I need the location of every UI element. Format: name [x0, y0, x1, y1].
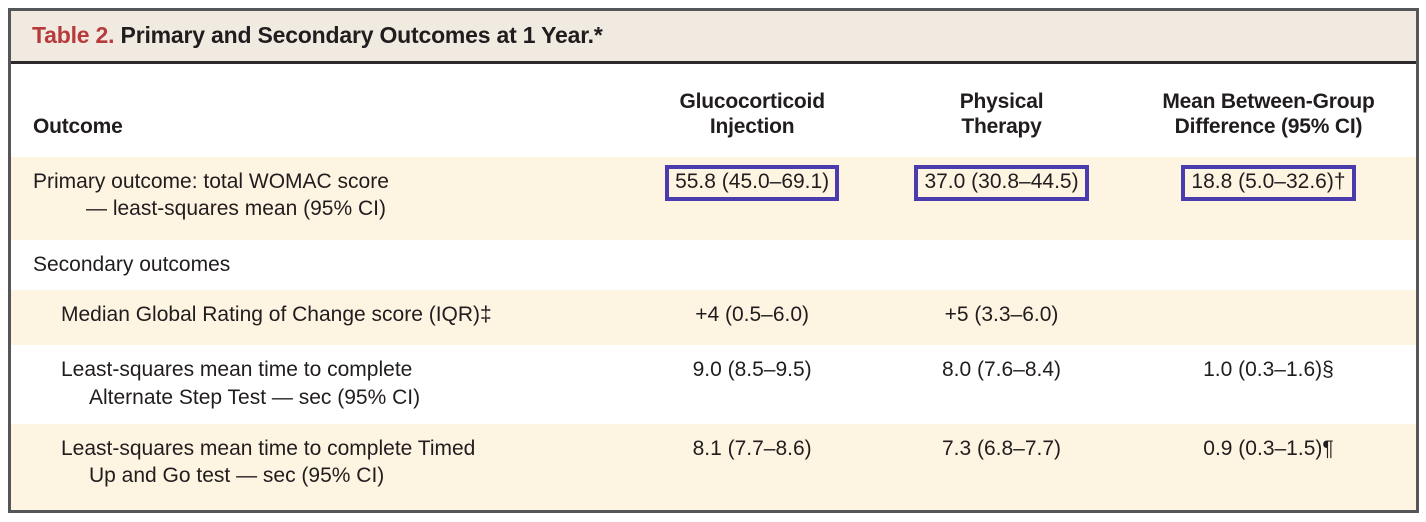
value-difference: 18.8 (5.0–32.6)† — [1121, 157, 1416, 240]
table-header: Outcome Glucocorticoid Injection Physica… — [11, 64, 1416, 157]
highlighted-value: 55.8 (45.0–69.1) — [675, 169, 830, 193]
table-title-text: Primary and Secondary Outcomes at 1 Year… — [120, 22, 603, 48]
value-glucocorticoid — [622, 240, 882, 291]
value-difference: 1.0 (0.3–1.6)§ — [1203, 358, 1334, 382]
table-row-global-rating-of-change: Median Global Rating of Change score (IQ… — [11, 290, 1416, 346]
highlighted-value: 37.0 (30.8–44.5) — [924, 169, 1079, 193]
value-physical-therapy — [882, 240, 1121, 291]
value-physical-therapy: 37.0 (30.8–44.5) — [882, 157, 1121, 240]
table-title-bar: Table 2. Primary and Secondary Outcomes … — [11, 11, 1416, 64]
outcome-label: Primary outcome: total WOMAC score — lea… — [33, 169, 389, 221]
table-row-timed-up-and-go: Least-squares mean time to complete Time… — [11, 423, 1416, 510]
outcome-label: Least-squares mean time to complete Time… — [61, 436, 476, 488]
column-header-mean-between-group-difference: Mean Between-Group Difference (95% CI) — [1162, 90, 1375, 138]
outcomes-table: Outcome Glucocorticoid Injection Physica… — [11, 64, 1416, 510]
table-row-alternate-step-test: Least-squares mean time to complete Alte… — [11, 345, 1416, 423]
highlight-box: 18.8 (5.0–32.6)† — [1181, 164, 1356, 201]
header-row: Outcome Glucocorticoid Injection Physica… — [11, 64, 1416, 157]
value-glucocorticoid: +4 (0.5–6.0) — [695, 303, 810, 327]
table-number-label: Table 2. — [32, 22, 115, 48]
value-difference: 0.9 (0.3–1.5)¶ — [1203, 436, 1334, 460]
section-label: Secondary outcomes — [33, 252, 231, 276]
highlighted-value: 18.8 (5.0–32.6)† — [1191, 169, 1346, 193]
table-row-secondary-outcomes-section: Secondary outcomes — [11, 240, 1416, 291]
outcomes-table-frame: Table 2. Primary and Secondary Outcomes … — [8, 8, 1419, 513]
outcome-label: Median Global Rating of Change score (IQ… — [61, 303, 492, 327]
value-glucocorticoid: 8.1 (7.7–8.6) — [692, 436, 812, 460]
column-header-physical-therapy: Physical Therapy — [959, 90, 1044, 138]
column-header-outcome: Outcome — [33, 114, 123, 138]
value-glucocorticoid: 9.0 (8.5–9.5) — [692, 358, 812, 382]
value-difference — [1121, 290, 1416, 345]
highlight-box: 55.8 (45.0–69.1) — [665, 164, 840, 201]
value-glucocorticoid: 55.8 (45.0–69.1) — [622, 157, 882, 240]
table-body: Primary outcome: total WOMAC score — lea… — [11, 156, 1416, 510]
value-physical-therapy: 7.3 (6.8–7.7) — [941, 436, 1062, 460]
outcome-label: Least-squares mean time to complete Alte… — [61, 358, 421, 409]
highlight-box: 37.0 (30.8–44.5) — [914, 164, 1089, 201]
table-row-primary-outcome: Primary outcome: total WOMAC score — lea… — [11, 156, 1416, 240]
value-physical-therapy: 8.0 (7.6–8.4) — [941, 358, 1062, 382]
value-difference — [1121, 240, 1416, 291]
column-header-glucocorticoid-injection: Glucocorticoid Injection — [679, 90, 825, 138]
value-physical-therapy: +5 (3.3–6.0) — [944, 303, 1059, 327]
